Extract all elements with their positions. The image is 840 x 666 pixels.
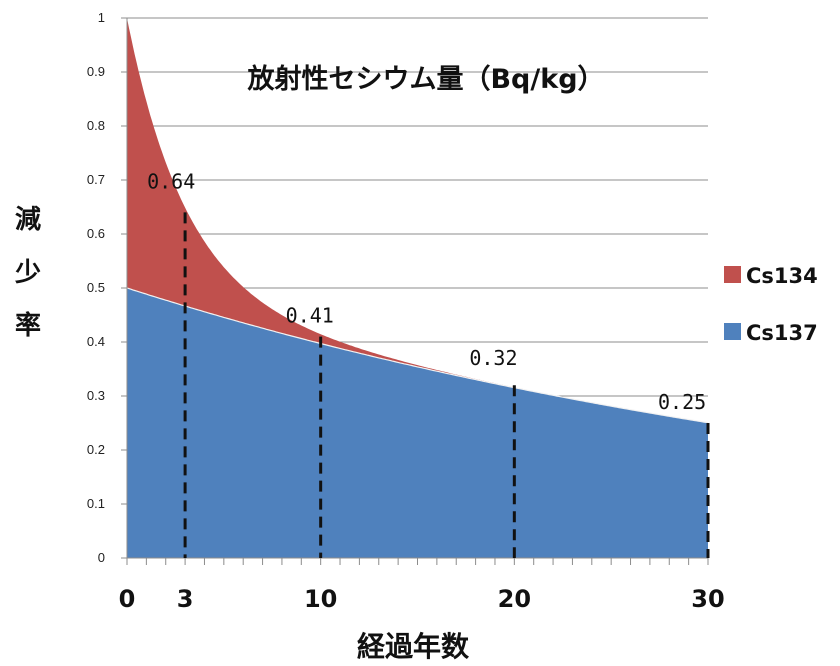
annotation-label: 0.64 bbox=[147, 169, 195, 193]
y-tick-label: 0.4 bbox=[87, 334, 105, 349]
legend-label-cs137: Cs137 bbox=[746, 321, 818, 345]
legend-label-cs134: Cs134 bbox=[746, 264, 818, 288]
y-tick-label: 0.9 bbox=[87, 64, 105, 79]
area-cs137 bbox=[127, 288, 708, 558]
y-axis-label: 減少率 bbox=[14, 205, 41, 341]
annotation-label: 0.41 bbox=[286, 304, 334, 328]
annotation-label: 0.25 bbox=[658, 390, 706, 414]
y-tick-label: 0.3 bbox=[87, 388, 105, 403]
legend-swatch-cs137 bbox=[724, 323, 741, 340]
y-tick-label: 0.6 bbox=[87, 226, 105, 241]
y-tick-label: 0.5 bbox=[87, 280, 105, 295]
y-tick-label: 1 bbox=[98, 10, 105, 25]
chart-title: 放射性セシウム量（Bq/kg） bbox=[246, 63, 604, 95]
y-tick-label: 0.1 bbox=[87, 496, 105, 511]
y-tick-label: 0.2 bbox=[87, 442, 105, 457]
x-tick-label: 10 bbox=[304, 585, 337, 613]
legend-swatch-cs134 bbox=[724, 266, 741, 283]
x-tick-label: 20 bbox=[498, 585, 531, 613]
y-tick-label: 0.8 bbox=[87, 118, 105, 133]
x-axis-label: 経過年数 bbox=[357, 630, 470, 663]
x-tick-label: 0 bbox=[119, 585, 136, 613]
y-tick-label: 0 bbox=[98, 550, 105, 565]
x-tick-label: 3 bbox=[177, 585, 194, 613]
annotation-label: 0.32 bbox=[469, 346, 517, 370]
x-tick-label: 30 bbox=[691, 585, 724, 613]
y-tick-label: 0.7 bbox=[87, 172, 105, 187]
x-axis-ticks: 0 3 10 20 30 bbox=[119, 585, 725, 613]
legend: Cs134 Cs137 bbox=[724, 264, 818, 345]
y-axis-ticks: 0 0.1 0.2 0.3 0.4 0.5 0.6 0.7 0.8 0.9 1 bbox=[87, 10, 105, 565]
